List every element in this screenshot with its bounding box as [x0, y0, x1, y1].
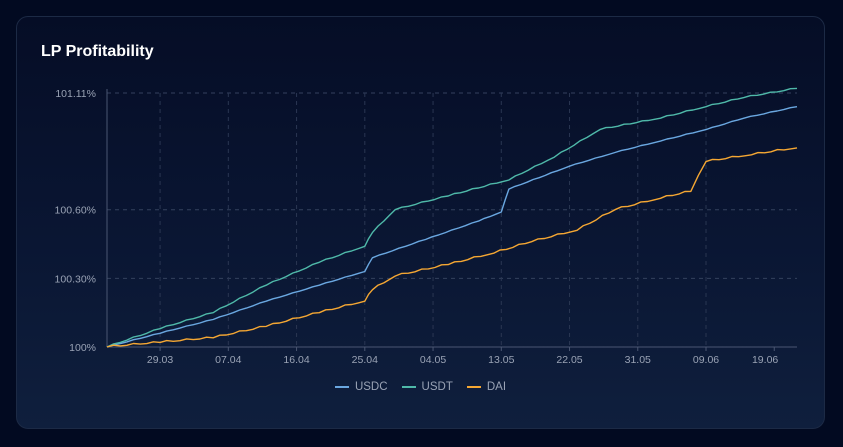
legend-swatch: [334, 386, 349, 388]
x-tick-label: 31.05: [625, 354, 651, 366]
x-tick-label: 25.04: [352, 354, 378, 366]
legend-item-usdc[interactable]: USDC: [334, 381, 388, 393]
series-line-usdt: [106, 87, 798, 348]
x-tick-label: 16.04: [283, 354, 309, 366]
y-tick-label: 101.11%: [55, 88, 96, 100]
x-tick-label: 22.05: [556, 354, 582, 366]
x-tick-label: 29.03: [147, 354, 173, 366]
y-tick-label: 100%: [69, 342, 96, 354]
legend-item-dai[interactable]: DAI: [466, 381, 507, 393]
y-tick-label: 100.30%: [55, 273, 96, 285]
series-line-usdc: [106, 106, 798, 348]
legend-swatch: [466, 386, 481, 388]
tick-labels: 101.11% 100.60% 100.30% 100% 29.03 07.04 16.04…: [55, 88, 779, 366]
chart-title: LP Profitability: [41, 43, 154, 60]
x-tick-label: 04.05: [420, 354, 446, 366]
legend-item-usdt[interactable]: USDT: [401, 381, 453, 393]
chart-legend: USDC USDT DAI: [17, 381, 824, 393]
axes: [106, 89, 797, 351]
x-tick-label: 19.06: [752, 354, 778, 366]
x-tick-label: 09.06: [693, 354, 719, 366]
grid: [107, 92, 797, 347]
legend-label: DAI: [486, 381, 507, 393]
line-chart: 101.11% 100.60% 100.30% 100% 29.03 07.04 16.04…: [55, 87, 798, 366]
series-lines: [106, 87, 798, 348]
x-tick-label: 13.05: [488, 354, 514, 366]
legend-label: USDC: [354, 381, 388, 393]
x-tick-label: 07.04: [215, 354, 241, 366]
legend-swatch: [401, 386, 416, 388]
legend-label: USDT: [421, 381, 453, 393]
series-line-dai: [106, 147, 798, 348]
y-tick-label: 100.60%: [55, 205, 96, 217]
chart-card: LP Profitability 101.11% 100.60% 100.30% 10…: [16, 16, 825, 429]
